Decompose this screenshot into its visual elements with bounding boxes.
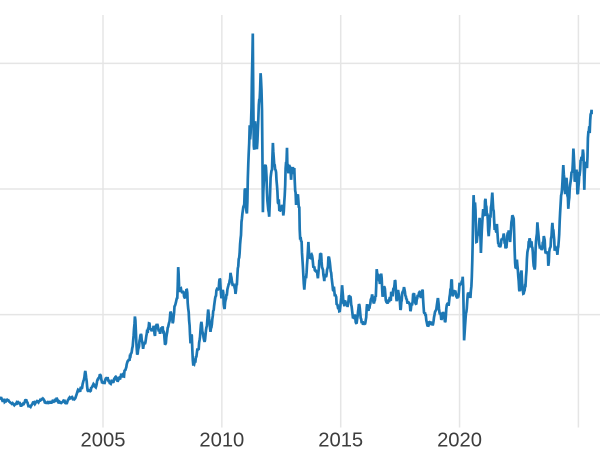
svg-text:2015: 2015 (318, 430, 363, 450)
svg-text:2010: 2010 (199, 430, 244, 450)
svg-text:2005: 2005 (81, 430, 126, 450)
svg-text:2020: 2020 (437, 430, 482, 450)
